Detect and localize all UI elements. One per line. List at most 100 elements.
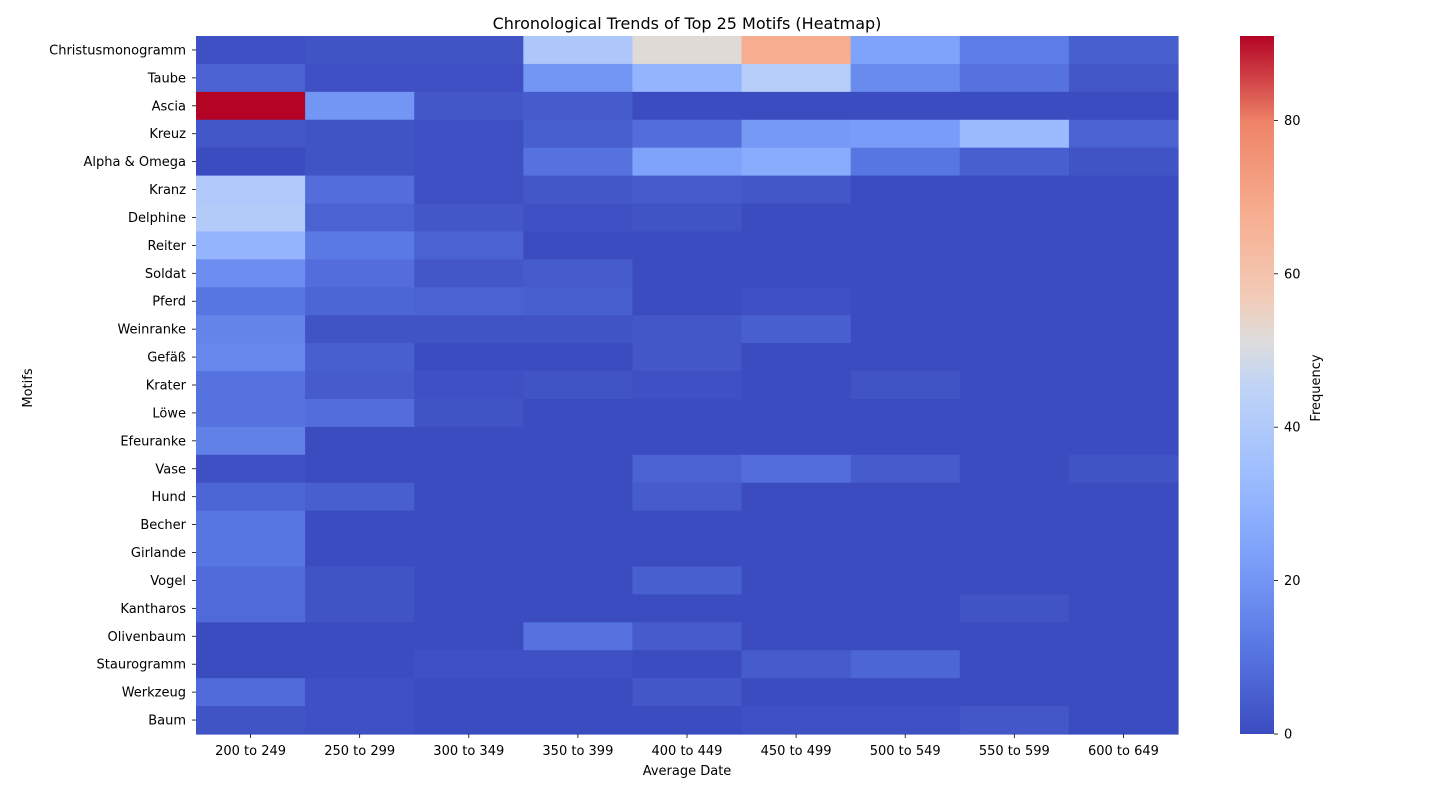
heatmap-cell xyxy=(523,343,634,372)
heatmap-cell xyxy=(959,510,1070,540)
heatmap-cell xyxy=(196,650,306,679)
y-tick-label: Kreuz xyxy=(149,127,186,142)
heatmap-cell xyxy=(196,426,306,456)
heatmap-cell xyxy=(305,91,415,121)
y-tick-label: Werkzeug xyxy=(122,686,186,701)
heatmap-cell xyxy=(196,706,306,735)
heatmap-cell xyxy=(523,594,634,623)
heatmap-cell xyxy=(305,203,415,233)
heatmap-cell xyxy=(414,147,524,177)
heatmap-cell xyxy=(414,594,524,623)
heatmap-cell xyxy=(850,566,961,595)
heatmap-cell xyxy=(632,482,743,512)
heatmap-cell xyxy=(523,203,634,233)
heatmap-cell xyxy=(741,454,852,484)
heatmap-cell xyxy=(632,566,743,595)
heatmap-cell xyxy=(523,91,634,121)
heatmap-cell xyxy=(632,343,743,372)
x-tick-label: 300 to 349 xyxy=(433,744,504,759)
heatmap-cell xyxy=(1068,426,1179,456)
heatmap-cell xyxy=(305,63,415,93)
y-tick-label: Taube xyxy=(147,71,186,86)
heatmap-cell xyxy=(414,91,524,121)
heatmap-cell xyxy=(523,510,634,540)
heatmap-cell xyxy=(305,510,415,540)
heatmap-cell xyxy=(1068,91,1179,121)
heatmap-cell xyxy=(741,343,852,372)
heatmap-cell xyxy=(959,231,1070,260)
heatmap-cell xyxy=(850,650,961,679)
heatmap-cell xyxy=(850,36,961,65)
heatmap-cell xyxy=(959,147,1070,177)
heatmap-cell xyxy=(523,426,634,456)
heatmap-cell xyxy=(632,91,743,121)
heatmap-cell xyxy=(196,371,306,400)
heatmap-cell xyxy=(850,510,961,540)
heatmap-cell xyxy=(632,622,743,651)
y-tick-label: Hund xyxy=(151,490,186,505)
y-tick-label: Becher xyxy=(140,518,186,533)
heatmap-cell xyxy=(414,371,524,400)
heatmap-cell xyxy=(305,426,415,456)
chart-title: Chronological Trends of Top 25 Motifs (H… xyxy=(493,14,882,33)
heatmap-cell xyxy=(959,287,1070,316)
heatmap-cell xyxy=(196,482,306,512)
heatmap-cell xyxy=(850,119,961,149)
heatmap-cell xyxy=(741,231,852,260)
heatmap-cell xyxy=(523,706,634,735)
heatmap-cell xyxy=(414,650,524,679)
colorbar-label: Frequency xyxy=(1309,354,1324,421)
heatmap-cell xyxy=(632,398,743,428)
heatmap-cell xyxy=(850,91,961,121)
heatmap-cell xyxy=(523,287,634,316)
x-tick-label: 200 to 249 xyxy=(215,744,286,759)
y-tick-label: Ascia xyxy=(152,99,186,114)
colorbar-tick-label: 40 xyxy=(1284,421,1301,436)
heatmap-cell xyxy=(1068,175,1179,205)
heatmap-cell xyxy=(305,678,415,707)
heatmap-cell xyxy=(850,315,961,344)
heatmap-cell xyxy=(414,566,524,595)
heatmap-cell xyxy=(1068,566,1179,595)
y-tick-label: Girlande xyxy=(131,546,186,561)
heatmap-cell xyxy=(1068,371,1179,400)
x-tick-label: 350 to 399 xyxy=(542,744,613,759)
y-tick-label: Kranz xyxy=(149,183,186,198)
colorbar-tick-label: 60 xyxy=(1284,267,1301,282)
heatmap-cell xyxy=(196,175,306,205)
y-tick-label: Vase xyxy=(155,462,186,477)
heatmap-cell xyxy=(196,594,306,623)
y-axis-label: Motifs xyxy=(21,368,36,407)
heatmap-cell xyxy=(196,454,306,484)
y-tick-labels: Christusmonogramm Taube Ascia Kreuz Alpha & … xyxy=(49,43,196,729)
heatmap-cell xyxy=(523,650,634,679)
heatmap-cell xyxy=(959,36,1070,65)
heatmap-cell xyxy=(414,538,524,568)
x-tick-labels: 200 to 249 250 to 299 300 to 349 350 to 399… xyxy=(215,734,1159,759)
colorbar-tick-label: 20 xyxy=(1284,574,1301,589)
heatmap-cell xyxy=(741,371,852,400)
heatmap-cell xyxy=(959,594,1070,623)
heatmap-cell xyxy=(414,426,524,456)
heatmap-cell xyxy=(632,315,743,344)
heatmap-cell xyxy=(1068,538,1179,568)
heatmap-cell xyxy=(959,454,1070,484)
heatmap-cell xyxy=(741,259,852,288)
heatmap-cell xyxy=(414,510,524,540)
heatmap-cell xyxy=(523,175,634,205)
heatmap-cell xyxy=(850,398,961,428)
y-tick-label: Löwe xyxy=(152,406,186,421)
heatmap-cell xyxy=(305,622,415,651)
heatmap-cells xyxy=(196,36,1179,735)
heatmap-cell xyxy=(523,454,634,484)
heatmap-cell xyxy=(741,510,852,540)
heatmap-cell xyxy=(741,594,852,623)
y-tick-label: Kantharos xyxy=(120,602,186,617)
heatmap-cell xyxy=(305,259,415,288)
y-tick-label: Krater xyxy=(146,379,187,394)
heatmap-cell xyxy=(741,119,852,149)
heatmap-cell xyxy=(1068,510,1179,540)
heatmap-cell xyxy=(850,454,961,484)
heatmap-cell xyxy=(741,175,852,205)
